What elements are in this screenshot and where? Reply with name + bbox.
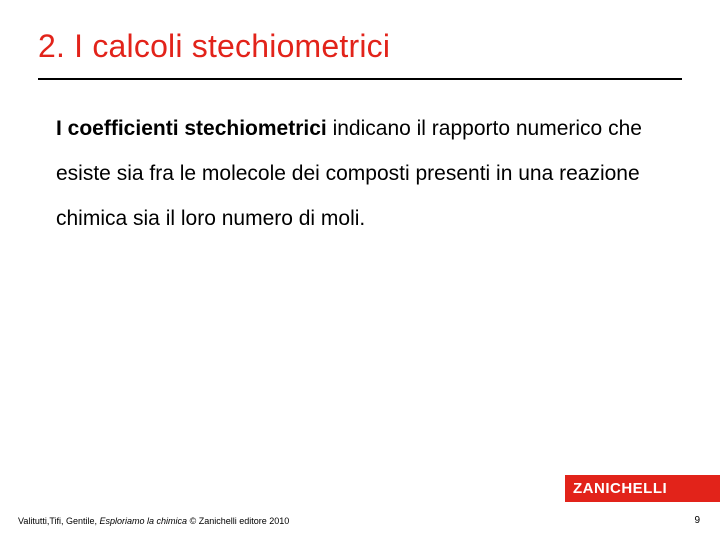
credits-suffix: © Zanichelli editore 2010 (187, 516, 289, 526)
slide-title: 2. I calcoli stechiometrici (38, 28, 390, 65)
body-paragraph: I coefficienti stechiometrici indicano i… (56, 106, 666, 241)
body-lead-bold: I coefficienti stechiometrici (56, 117, 327, 140)
credits-prefix: Valitutti,Tifi, Gentile, (18, 516, 100, 526)
footer-spacer (0, 475, 565, 502)
credits-title-italic: Esploriamo la chimica (100, 516, 188, 526)
page-number: 9 (694, 515, 700, 526)
slide: 2. I calcoli stechiometrici I coefficien… (0, 0, 720, 540)
footer-bar: ZANICHELLI (0, 475, 720, 502)
title-underline (38, 78, 682, 80)
brand-badge: ZANICHELLI (565, 475, 720, 502)
footer-credits: Valitutti,Tifi, Gentile, Esploriamo la c… (18, 516, 289, 526)
